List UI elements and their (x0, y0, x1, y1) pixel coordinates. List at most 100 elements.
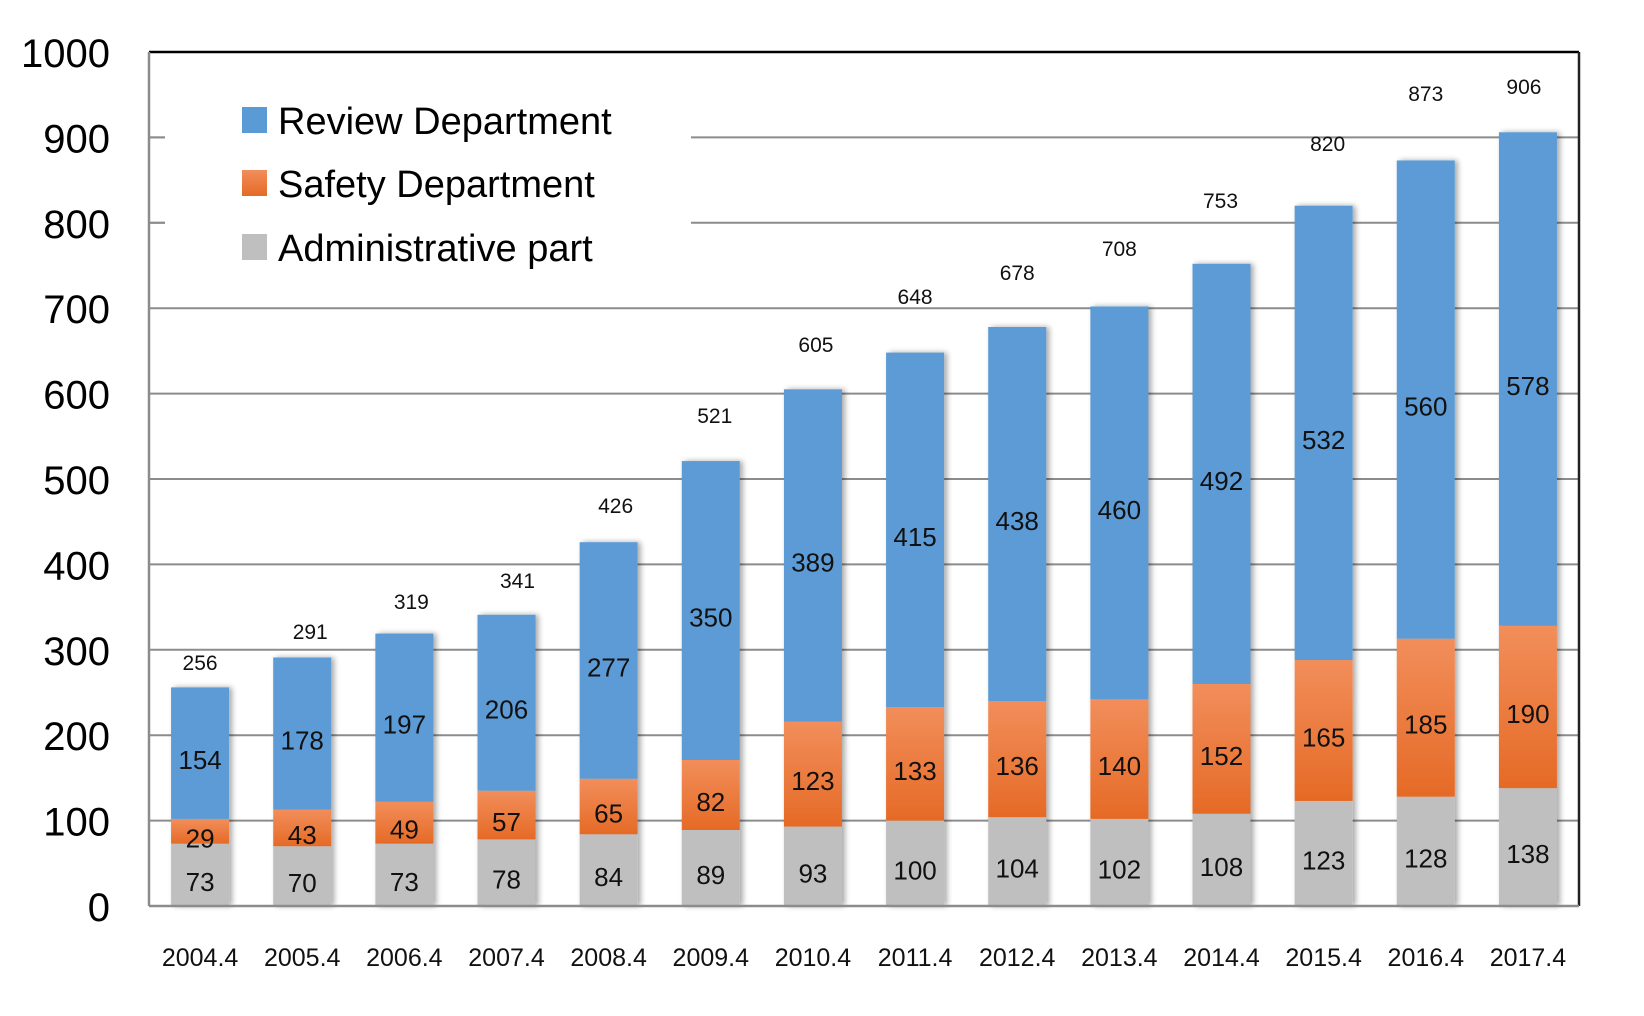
legend-swatch (242, 107, 267, 133)
bar-stack (375, 633, 434, 906)
bar-segment-review-department (1090, 306, 1149, 700)
bar-segment-safety-department (1498, 625, 1557, 789)
bar-segment-administrative-part (375, 843, 434, 906)
segment-label-safety-department: 57 (492, 807, 521, 837)
segment-label-administrative-part: 73 (390, 867, 419, 897)
x-tick-label: 2007.4 (468, 944, 545, 972)
segment-label-administrative-part: 89 (696, 860, 725, 890)
x-tick-label: 2004.4 (162, 944, 239, 972)
y-tick-label: 700 (43, 288, 110, 332)
total-label: 319 (394, 591, 429, 614)
bar-stack (1498, 132, 1557, 906)
segment-label-safety-department: 49 (390, 815, 419, 845)
bar-segment-safety-department (886, 707, 945, 821)
segment-label-administrative-part: 104 (996, 854, 1039, 884)
bar-segment-safety-department (681, 759, 740, 830)
legend-item-safety-department: Safety Department (242, 164, 595, 206)
x-tick-label: 2008.4 (570, 944, 647, 972)
legend: Review Department Safety Department Admini… (242, 101, 612, 270)
total-label: 605 (798, 334, 833, 357)
y-tick-label: 600 (43, 374, 110, 418)
segment-label-review-department: 389 (791, 547, 834, 577)
bar-segment-review-department (988, 326, 1047, 702)
segment-label-safety-department: 29 (186, 823, 215, 853)
segment-label-review-department: 560 (1404, 392, 1447, 422)
legend-item-administrative-part: Administrative part (242, 228, 593, 270)
total-label: 341 (500, 570, 535, 593)
segment-label-review-department: 277 (587, 652, 630, 682)
plot-frame (147, 50, 1581, 908)
segment-label-administrative-part: 102 (1098, 854, 1141, 884)
total-label: 873 (1408, 83, 1443, 106)
bar-segment-safety-department (171, 818, 230, 844)
y-tick-label: 1000 (21, 32, 110, 76)
y-axis: 0 100 200 300 400 500 600 700 800 900 1000 (21, 32, 110, 930)
bar-segment-review-department (579, 542, 638, 779)
bar-stack (1396, 160, 1455, 906)
bar-segment-administrative-part (783, 826, 842, 906)
segment-label-safety-department: 136 (996, 751, 1039, 781)
bar-segment-safety-department (579, 778, 638, 835)
total-label: 906 (1506, 76, 1541, 99)
total-label: 678 (1000, 262, 1035, 285)
legend-swatch (242, 170, 267, 196)
segment-label-administrative-part: 108 (1200, 852, 1243, 882)
y-tick-label: 300 (43, 630, 110, 674)
bar-stack (681, 461, 740, 906)
bar-segment-administrative-part (1090, 818, 1149, 906)
x-tick-label: 2015.4 (1285, 944, 1362, 972)
bar-segment-administrative-part (477, 839, 536, 906)
bar-stack (171, 687, 230, 906)
x-tick-label: 2013.4 (1081, 944, 1158, 972)
bar-segment-administrative-part (273, 846, 332, 906)
segment-label-safety-department: 123 (791, 766, 834, 796)
bar-segment-administrative-part (1498, 788, 1557, 906)
bar-segment-administrative-part (886, 820, 945, 906)
segment-label-review-department: 492 (1200, 466, 1243, 496)
total-label: 753 (1203, 190, 1238, 213)
bars (171, 132, 1557, 906)
segment-label-review-department: 350 (689, 603, 732, 633)
bar-segment-review-department (1498, 132, 1557, 626)
segment-label-administrative-part: 123 (1302, 845, 1345, 875)
segment-label-safety-department: 190 (1506, 699, 1549, 729)
segment-label-administrative-part: 138 (1506, 839, 1549, 869)
segment-label-administrative-part: 100 (893, 855, 936, 885)
segment-label-review-department: 415 (893, 522, 936, 552)
total-label: 291 (293, 621, 328, 644)
bar-stack (273, 657, 332, 906)
segment-label-review-department: 578 (1506, 371, 1549, 401)
bar-segment-administrative-part (1294, 800, 1353, 906)
segment-labels: 73 29 154 70 43 178 73 49 197 78 57 206 84 65 277 89 82 3… (178, 371, 1549, 898)
bar-stack (988, 326, 1047, 906)
x-tick-label: 2016.4 (1388, 944, 1465, 972)
y-tick-label: 400 (43, 544, 110, 588)
segment-label-safety-department: 165 (1302, 723, 1345, 753)
bar-segment-safety-department (1090, 699, 1149, 819)
segment-label-safety-department: 140 (1098, 751, 1141, 781)
y-tick-label: 100 (43, 801, 110, 845)
segment-label-review-department: 438 (996, 506, 1039, 536)
x-axis: 2004.4 2005.4 2006.4 2007.4 2008.4 2009.4 2010… (162, 944, 1566, 972)
bar-stack (783, 389, 842, 906)
legend-label: Review Department (278, 101, 612, 143)
segment-label-administrative-part: 73 (186, 867, 215, 897)
x-tick-label: 2014.4 (1183, 944, 1260, 972)
y-tick-label: 0 (88, 886, 110, 930)
segment-label-review-department: 197 (383, 710, 426, 740)
bar-segment-administrative-part (1396, 796, 1455, 906)
legend-label: Administrative part (278, 228, 593, 270)
segment-label-review-department: 460 (1098, 495, 1141, 525)
bar-segment-safety-department (1396, 638, 1455, 797)
bar-segment-safety-department (988, 701, 1047, 818)
y-tick-label: 500 (43, 459, 110, 503)
x-tick-label: 2006.4 (366, 944, 443, 972)
segment-label-safety-department: 65 (594, 799, 623, 829)
bar-segment-review-department (783, 389, 842, 722)
segment-label-safety-department: 82 (696, 787, 725, 817)
bar-segment-administrative-part (171, 843, 230, 906)
legend-item-review-department: Review Department (242, 101, 612, 143)
bar-segment-review-department (375, 633, 434, 802)
total-label: 708 (1102, 238, 1137, 261)
